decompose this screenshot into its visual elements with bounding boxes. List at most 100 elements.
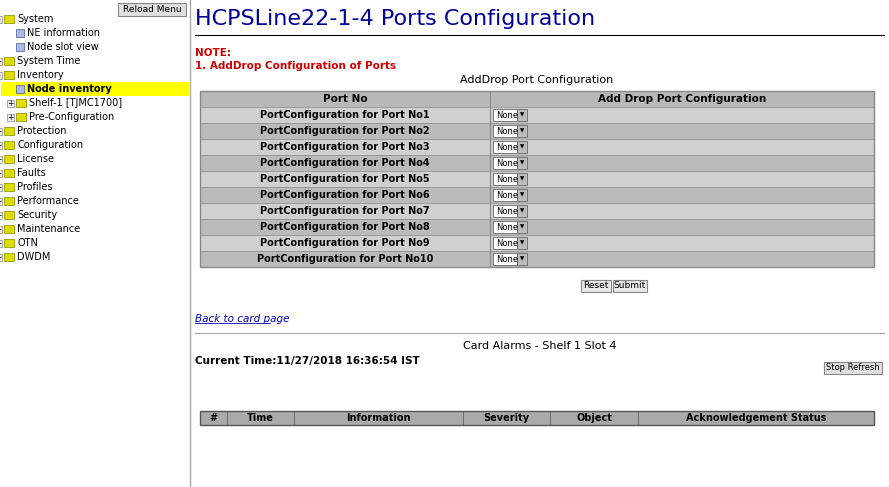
Text: ▼: ▼ <box>520 112 524 117</box>
Text: +: + <box>0 211 2 220</box>
Bar <box>200 155 874 171</box>
Text: System: System <box>17 14 53 24</box>
Bar <box>16 99 26 107</box>
Bar <box>493 157 517 169</box>
Bar <box>4 71 14 79</box>
Bar <box>517 189 527 201</box>
Bar <box>7 114 14 121</box>
Text: ▼: ▼ <box>520 225 524 229</box>
Bar <box>0 212 2 219</box>
Bar <box>200 251 874 267</box>
Bar <box>0 240 2 247</box>
Text: +: + <box>0 183 2 192</box>
Bar <box>200 123 874 139</box>
Text: ▼: ▼ <box>520 208 524 213</box>
Bar <box>0 170 2 177</box>
Text: Inventory: Inventory <box>17 70 64 80</box>
Text: ▼: ▼ <box>520 129 524 133</box>
Text: +: + <box>0 225 2 234</box>
Bar <box>1 82 189 96</box>
Text: PortConfiguration for Port No9: PortConfiguration for Port No9 <box>260 238 429 248</box>
Text: AddDrop Port Configuration: AddDrop Port Configuration <box>461 75 613 85</box>
Bar <box>517 221 527 233</box>
Bar <box>200 91 874 267</box>
Text: +: + <box>0 169 2 178</box>
Text: None: None <box>496 223 518 231</box>
Bar <box>493 141 517 153</box>
Text: PortConfiguration for Port No6: PortConfiguration for Port No6 <box>260 190 429 200</box>
Bar <box>4 211 14 219</box>
Text: Protection: Protection <box>17 126 67 136</box>
Bar <box>517 141 527 153</box>
Text: NOTE:: NOTE: <box>195 48 231 58</box>
Bar <box>200 411 874 425</box>
Text: None: None <box>496 174 518 184</box>
Text: Current Time:11/27/2018 16:36:54 IST: Current Time:11/27/2018 16:36:54 IST <box>195 356 420 366</box>
Text: ▼: ▼ <box>520 145 524 150</box>
Text: Faults: Faults <box>17 168 45 178</box>
Text: Profiles: Profiles <box>17 182 52 192</box>
Bar <box>4 15 14 23</box>
Text: #: # <box>210 413 218 423</box>
Text: +: + <box>0 141 2 150</box>
Bar <box>493 237 517 249</box>
Bar <box>0 198 2 205</box>
Bar <box>517 109 527 121</box>
Text: Port No: Port No <box>323 94 367 104</box>
Bar <box>200 107 874 123</box>
Text: +: + <box>0 239 2 248</box>
Text: ▼: ▼ <box>520 241 524 245</box>
Bar <box>200 139 874 155</box>
Text: Severity: Severity <box>484 413 530 423</box>
Bar <box>200 235 874 251</box>
Bar <box>493 189 517 201</box>
Text: None: None <box>496 239 518 247</box>
Text: Add Drop Port Configuration: Add Drop Port Configuration <box>597 94 766 104</box>
Bar <box>0 254 2 261</box>
Bar <box>517 173 527 185</box>
FancyBboxPatch shape <box>118 3 186 16</box>
Text: Node slot view: Node slot view <box>27 42 99 52</box>
Bar <box>517 205 527 217</box>
Bar <box>16 113 26 121</box>
Bar <box>493 125 517 137</box>
Bar <box>4 225 14 233</box>
FancyBboxPatch shape <box>824 362 882 374</box>
Bar <box>16 85 24 93</box>
Text: Node inventory: Node inventory <box>27 84 112 94</box>
Bar <box>16 29 24 37</box>
Text: +: + <box>0 253 2 262</box>
Bar <box>0 58 2 65</box>
Text: None: None <box>496 143 518 151</box>
Bar <box>493 173 517 185</box>
Bar <box>200 171 874 187</box>
Bar <box>7 100 14 107</box>
Bar <box>4 239 14 247</box>
Bar <box>493 205 517 217</box>
Text: PortConfiguration for Port No3: PortConfiguration for Port No3 <box>260 142 429 152</box>
Bar <box>4 141 14 149</box>
Text: License: License <box>17 154 54 164</box>
Bar <box>517 125 527 137</box>
Bar <box>4 169 14 177</box>
Text: 1. AddDrop Configuration of Ports: 1. AddDrop Configuration of Ports <box>195 61 396 71</box>
Bar <box>4 155 14 163</box>
Text: Object: Object <box>576 413 613 423</box>
Text: ▼: ▼ <box>520 176 524 182</box>
Bar <box>200 187 874 203</box>
Bar <box>16 43 24 51</box>
Text: None: None <box>496 111 518 119</box>
Bar <box>200 91 874 107</box>
FancyBboxPatch shape <box>613 280 647 292</box>
Text: Acknowledgement Status: Acknowledgement Status <box>685 413 826 423</box>
Bar <box>0 0 190 487</box>
Bar <box>493 109 517 121</box>
Text: Performance: Performance <box>17 196 79 206</box>
Text: PortConfiguration for Port No10: PortConfiguration for Port No10 <box>257 254 433 264</box>
FancyBboxPatch shape <box>581 280 611 292</box>
Bar <box>0 184 2 191</box>
Text: Configuration: Configuration <box>17 140 84 150</box>
Bar <box>4 183 14 191</box>
Text: Reset: Reset <box>583 281 609 291</box>
Text: Time: Time <box>247 413 274 423</box>
